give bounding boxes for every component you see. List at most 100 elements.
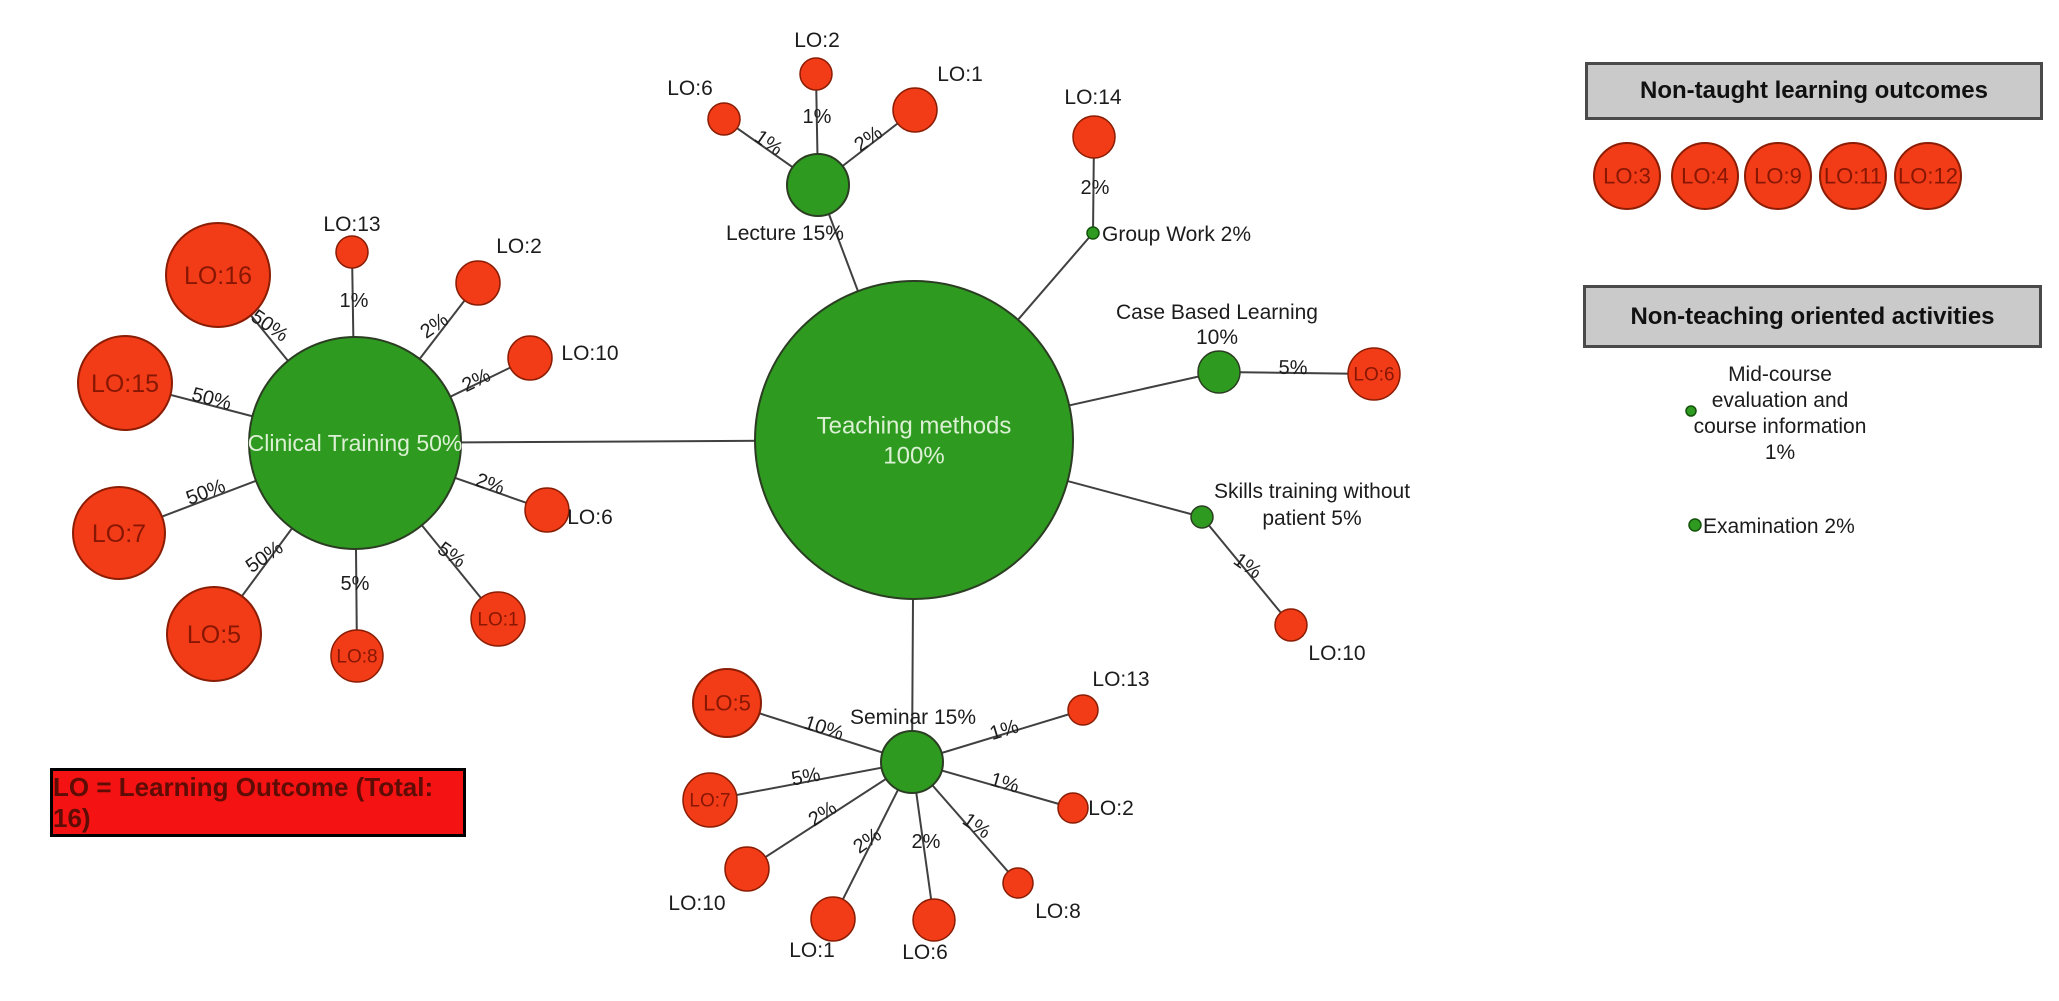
lo-node-cbl6 [1347,347,1401,401]
node-label-midcourse-0: Mid-course [1728,363,1832,386]
node-label-nt9: LO:9 [1754,164,1802,189]
node-label-ct5c: LO:5 [187,621,241,649]
lo-legend-label: LO = Learning Outcome (Total: 16) [53,771,434,833]
lo-node-st10 [1274,608,1308,642]
lo-node-lec6 [707,102,741,136]
node-label-st10: LO:10 [1308,642,1365,665]
edge-pct-ct-ct7c: 50% [183,475,228,510]
node-label-sem13: LO:13 [1092,668,1149,691]
hub-node-ct [248,336,462,550]
edge-pct-sem-sem1: 2% [849,824,885,859]
node-label-sem1: LO:1 [789,939,835,962]
non-taught-outcomes-title: Non-taught learning outcomes [1640,77,1988,104]
lo-node-sem2 [1057,792,1089,824]
edge-pct-lec-lec1: 2% [850,122,886,157]
non-teaching-activities-header: Non-teaching oriented activities [1583,285,2042,348]
lo-node-sem1 [810,896,856,942]
node-label-ct6c: LO:6 [567,506,613,529]
node-label-cbl-1: 10% [1196,326,1238,349]
edge-pct-sem-sem10: 2% [805,797,841,831]
node-label-ct: Clinical Training 50% [248,430,463,456]
node-label-gw14: LO:14 [1064,86,1122,109]
node-label-lec1: LO:1 [937,63,983,86]
edge-pct-ct-ct13: 1% [340,290,369,312]
node-label-ct7c: LO:7 [92,520,146,548]
edge-pct-lec-lec6: 1% [750,126,786,161]
node-label-ct1c: LO:1 [477,610,518,631]
lo-node-nt9 [1744,142,1812,210]
node-label-st-1: patient 5% [1262,507,1361,530]
lo-node-sem6 [912,898,956,942]
lo-node-ct10c [507,335,553,381]
node-label-sem10: LO:10 [668,892,725,915]
lo-node-nt3 [1593,142,1661,210]
edge-sem-sem7 [709,761,913,801]
node-label-st-0: Skills training without [1214,480,1410,503]
edge-pct-cbl-cbl6: 5% [1278,357,1307,379]
node-label-lec6: LO:6 [667,77,713,100]
edge-pct-lec-lec2: 1% [803,106,832,128]
lo-node-sem7 [682,772,738,828]
lo-node-ct5c [166,586,262,682]
edge-pct-ct-ct8c: 5% [341,573,370,595]
lo-node-sem10 [724,846,770,892]
node-label-cbl6: LO:6 [1353,365,1394,386]
lo-node-gw14 [1072,115,1116,159]
edge-st-st10 [1201,516,1292,626]
node-label-midcourse-1: evaluation and [1712,389,1849,412]
node-label-midcourse-2: course information [1694,415,1867,438]
edge-pct-sem-sem2: 1% [988,769,1022,798]
node-label-sem7: LO:7 [689,791,730,812]
edge-pct-sem-sem8: 1% [958,809,994,844]
edge-pct-sem-sem13: 1% [987,715,1021,745]
edge-pct-ct-ct15: 50% [189,384,233,415]
hub-node-lec [786,153,850,217]
node-label-ct10c: LO:10 [561,342,618,365]
node-label-sem: Seminar 15% [850,706,976,729]
lo-node-ct2c [455,260,501,306]
edge-pct-ct-ct10c: 2% [459,364,495,397]
dot-node-examination [1688,518,1702,532]
lo-node-lec2 [799,57,833,91]
lo-node-ct16 [165,222,271,328]
node-label-ct8c: LO:8 [336,647,377,668]
node-label-ct2c: LO:2 [496,235,542,258]
node-label-cbl-0: Case Based Learning [1116,301,1318,324]
edge-pct-sem-sem5: 10% [801,712,846,745]
node-label-tm-0: Teaching methods [817,412,1012,439]
dot-node-midcourse [1685,405,1697,417]
lo-node-ct8c [330,629,384,683]
lo-legend-box: LO = Learning Outcome (Total: 16) [50,768,466,837]
lo-node-nt12 [1894,142,1962,210]
dot-node-gw [1086,226,1100,240]
node-label-ct15: LO:15 [91,370,159,398]
non-teaching-activities-title: Non-teaching oriented activities [1630,302,1995,330]
node-label-sem5: LO:5 [703,691,751,716]
node-label-gw: Group Work 2% [1102,223,1251,246]
hub-node-tm [754,280,1074,600]
lo-node-nt4 [1671,142,1739,210]
lo-node-ct13 [335,235,369,269]
node-label-examination: Examination 2% [1703,515,1855,538]
edge-sem-sem10 [746,761,913,870]
lo-node-ct1c [470,591,526,647]
lo-node-sem5 [692,668,762,738]
edge-pct-st-st10: 1% [1229,549,1265,584]
hub-node-cbl [1197,350,1241,394]
edge-pct-sem-sem7: 5% [790,764,823,791]
node-label-tm-1: 100% [883,442,944,469]
lo-node-nt11 [1819,142,1887,210]
lo-node-lec1 [892,87,938,133]
lo-node-sem8 [1002,867,1034,899]
lo-node-ct6c [524,487,570,533]
node-label-sem6: LO:6 [902,941,948,964]
node-label-nt12: LO:12 [1898,164,1958,189]
lo-node-ct7c [72,486,166,580]
lo-node-sem13 [1067,694,1099,726]
lo-node-ct15 [77,335,173,431]
node-label-sem2: LO:2 [1088,797,1134,820]
edge-pct-sem-sem6: 2% [912,831,941,853]
node-label-nt3: LO:3 [1603,164,1651,189]
node-label-lec: Lecture 15% [726,222,844,245]
